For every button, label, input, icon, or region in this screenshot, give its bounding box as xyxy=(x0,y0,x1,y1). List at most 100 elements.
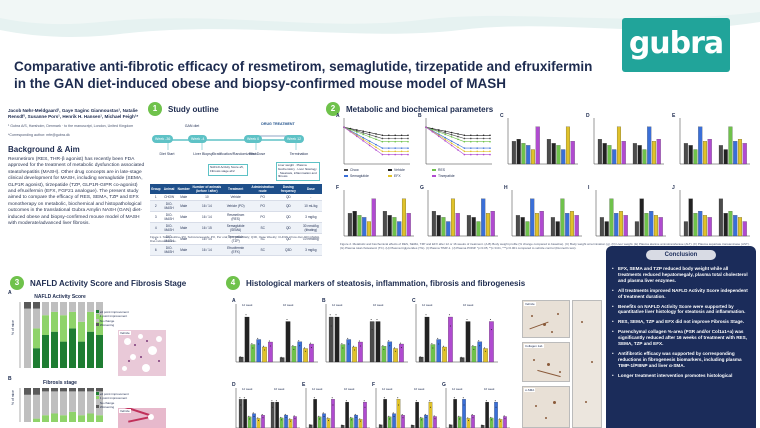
stacked-bar-segment xyxy=(42,415,49,422)
table-cell: 3 mg/kg xyxy=(299,244,322,256)
chart-bar xyxy=(317,416,322,428)
data-point xyxy=(388,340,390,342)
data-point xyxy=(276,406,278,408)
stacked-bar-segment xyxy=(42,315,49,335)
data-point xyxy=(448,314,450,316)
week-minus36-pill: Week -36 xyxy=(152,135,174,143)
chart-bar xyxy=(733,215,738,237)
stacked-bar-segment xyxy=(60,415,67,422)
chart-bar xyxy=(503,416,507,428)
chart-bar xyxy=(612,149,617,165)
subgroup-label: 16 week xyxy=(274,387,285,391)
nafld-activity-score-title: NAFLD Activity Score xyxy=(34,294,86,300)
fibrosis-panel-letter-b: B xyxy=(8,376,12,382)
table-cell: 1 xyxy=(150,194,162,201)
chart-bar xyxy=(448,424,453,428)
table-cell: 10 xyxy=(190,194,223,201)
chart-bar xyxy=(418,356,424,363)
figure-1-caption: Figure 1. Study outline. PO, Subcutaneou… xyxy=(150,235,321,243)
legend-label: 1 point improvement xyxy=(99,314,128,319)
stacked-bar-segment xyxy=(51,302,58,312)
stacked-bar-segment xyxy=(96,335,103,368)
poster-header: gubra Comparative anti-fibrotic efficacy… xyxy=(0,0,760,104)
conclusion-item: Antifibrotic efficacy was supported by c… xyxy=(612,351,752,369)
table-cell: Efruxifermin (EFX) xyxy=(222,244,249,256)
section-3-label: NAFLD Activity Score and Fibrosis Stage xyxy=(30,278,187,288)
table-cell: Vehicle xyxy=(222,194,249,201)
data-point xyxy=(484,347,486,349)
chart-bar xyxy=(742,221,747,237)
background-text: Resmetirom (RES, THR-β agonist) has rece… xyxy=(8,157,145,227)
chart-bar xyxy=(244,316,250,363)
legend-label: Tirzepatide xyxy=(438,174,455,178)
data-point xyxy=(399,342,401,344)
data-point xyxy=(382,344,384,346)
data-point xyxy=(485,400,487,402)
data-point xyxy=(359,418,361,420)
chart-bar xyxy=(250,344,256,363)
legend-swatch xyxy=(344,175,348,177)
chart-bar xyxy=(526,145,531,165)
data-point xyxy=(486,406,488,408)
data-point xyxy=(395,350,397,352)
table-cell: DIO-MASH xyxy=(161,233,177,245)
table-cell: 10 nmol/kg xyxy=(299,233,322,245)
data-point xyxy=(461,357,463,359)
table-header: Administration route xyxy=(248,184,277,194)
chart-bar xyxy=(639,198,644,237)
data-point xyxy=(359,345,361,347)
series-line xyxy=(343,126,408,149)
stacked-bar-segment xyxy=(96,302,103,316)
data-point xyxy=(388,415,390,417)
chart-bar xyxy=(515,215,520,237)
chart-bar xyxy=(352,211,357,237)
chart-bar xyxy=(347,213,352,237)
section-3-number: 3 xyxy=(10,276,24,290)
chart-bar xyxy=(637,145,642,165)
chart-bar xyxy=(354,414,358,428)
series-line xyxy=(343,126,408,152)
data-point xyxy=(249,418,251,420)
panel-letter: G xyxy=(420,185,424,191)
data-point xyxy=(504,418,506,420)
chart-bar xyxy=(707,139,712,165)
legend-swatch xyxy=(388,175,392,177)
data-point xyxy=(460,356,462,358)
data-point xyxy=(342,347,344,349)
stacked-bar-segment xyxy=(87,413,94,422)
data-point xyxy=(459,418,461,420)
data-point xyxy=(383,348,385,350)
metabolic-figure: A B C D E Chow Vehicle RES Semaglutide EFX Tirzepa… xyxy=(336,113,750,237)
chart-bar xyxy=(455,213,460,237)
table-header: Group xyxy=(150,184,162,194)
data-point xyxy=(319,418,321,420)
conclusion-box: Conclusion EFX, SEMA and TZP reduced bod… xyxy=(606,246,756,428)
chart-bar xyxy=(702,215,707,237)
table-cell: DIO-MASH xyxy=(161,211,177,223)
conclusion-item: Parenchymal collagen %-area (PSR and/or … xyxy=(612,329,752,347)
subgroup-label: 16 week xyxy=(344,387,355,391)
chart-bar xyxy=(308,424,313,428)
chart-bar xyxy=(485,213,490,237)
data-point xyxy=(494,400,496,402)
chart-bar xyxy=(642,149,647,165)
panel-letter: J xyxy=(672,185,675,191)
data-point xyxy=(299,345,301,347)
chart-bar xyxy=(334,316,340,363)
table-cell: 3 xyxy=(150,211,162,223)
data-point xyxy=(304,347,306,349)
poster-title: Comparative anti-fibrotic efficacy of re… xyxy=(14,58,614,92)
chart-bar xyxy=(569,211,574,237)
data-point xyxy=(376,318,378,320)
data-point xyxy=(377,329,379,331)
data-point xyxy=(402,417,404,419)
stacked-bar-segment xyxy=(42,302,49,316)
chart-bar xyxy=(614,213,619,237)
ihc-label: Collagen 1a1 xyxy=(524,344,544,348)
data-point xyxy=(443,345,445,347)
data-point xyxy=(251,343,253,345)
chart-bar xyxy=(459,357,465,363)
chart-bar xyxy=(656,139,661,165)
chart-bar xyxy=(297,341,303,363)
stacked-bar-segment xyxy=(33,418,40,422)
